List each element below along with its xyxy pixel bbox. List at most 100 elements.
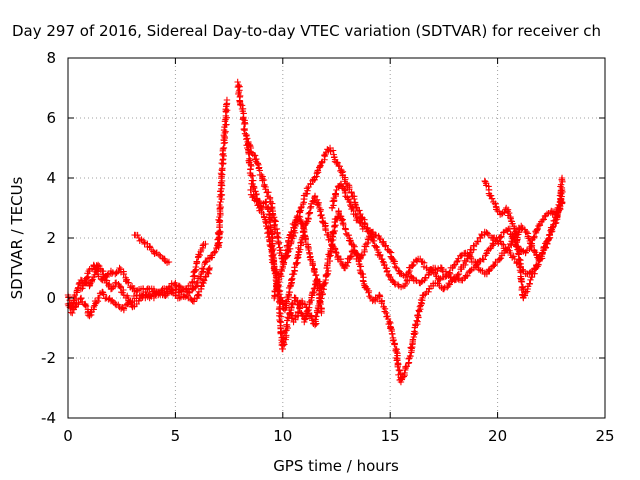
data-point-marker	[474, 261, 481, 268]
data-point-marker	[523, 228, 530, 236]
data-point-marker	[127, 298, 134, 305]
y-tick-label: 8	[46, 49, 56, 67]
data-point-marker	[474, 238, 482, 245]
data-point-marker	[400, 373, 408, 380]
data-point-marker	[87, 309, 94, 316]
data-point-marker	[381, 308, 388, 315]
data-point-marker	[311, 321, 319, 329]
data-point-marker	[75, 299, 82, 306]
data-point-marker	[260, 182, 268, 190]
x-tick-label: 25	[595, 427, 614, 445]
data-point-marker	[300, 223, 307, 231]
data-point-marker	[277, 330, 285, 337]
data-point-marker	[410, 261, 417, 268]
data-point-marker	[336, 163, 343, 170]
data-point-marker	[104, 271, 111, 279]
data-point-marker	[322, 227, 329, 234]
data-point-marker	[279, 345, 286, 353]
data-point-marker	[549, 224, 556, 232]
data-point-marker	[295, 309, 302, 317]
grid-lines	[68, 58, 605, 418]
data-point-marker	[334, 159, 341, 166]
data-point-marker	[290, 270, 298, 278]
data-point-marker	[282, 250, 290, 257]
data-point-marker	[139, 237, 147, 245]
data-point-marker	[329, 198, 336, 205]
data-point-marker	[314, 167, 322, 174]
data-point-marker	[357, 219, 365, 227]
data-point-marker	[332, 221, 339, 229]
data-point-marker	[387, 273, 394, 281]
data-point-marker	[376, 234, 383, 242]
data-point-marker	[488, 195, 496, 202]
data-point-marker	[382, 242, 389, 249]
data-point-marker	[134, 231, 141, 239]
data-point-marker	[314, 200, 321, 208]
data-point-marker	[369, 228, 377, 236]
data-point-marker	[284, 324, 291, 332]
data-point-marker	[491, 262, 498, 269]
data-point-marker	[218, 159, 225, 167]
data-point-marker	[284, 293, 291, 301]
data-point-marker	[533, 251, 540, 258]
data-point-marker	[512, 230, 519, 237]
data-point-marker	[341, 186, 348, 193]
data-point-marker	[496, 234, 503, 242]
data-point-marker	[287, 282, 294, 289]
data-point-marker	[294, 252, 302, 260]
data-point-marker	[462, 261, 469, 269]
data-point-marker	[309, 317, 316, 324]
data-point-marker	[312, 272, 319, 279]
data-point-marker	[271, 216, 278, 224]
data-point-marker	[84, 273, 92, 280]
data-point-marker	[77, 285, 85, 293]
data-point-marker	[414, 318, 421, 325]
data-point-marker	[497, 254, 505, 262]
data-point-marker	[531, 233, 538, 240]
data-point-marker	[407, 352, 414, 360]
data-point-marker	[347, 237, 354, 245]
data-point-marker	[343, 262, 350, 270]
data-point-marker	[198, 265, 206, 272]
data-point-marker	[558, 174, 566, 182]
data-point-marker	[306, 298, 313, 305]
data-point-marker	[349, 204, 356, 211]
data-point-marker	[518, 278, 525, 285]
data-point-marker	[376, 252, 384, 259]
data-point-marker	[356, 207, 363, 214]
data-point-marker	[202, 240, 209, 248]
data-point-marker	[498, 240, 506, 248]
data-point-marker	[296, 305, 303, 312]
data-point-marker	[446, 270, 454, 278]
data-point-marker	[272, 218, 279, 225]
data-point-marker	[275, 276, 283, 283]
data-point-marker	[130, 285, 138, 292]
data-point-marker	[558, 184, 566, 192]
data-point-marker	[205, 265, 212, 273]
data-point-marker	[200, 276, 208, 284]
data-point-marker	[542, 244, 550, 251]
data-point-marker	[272, 226, 279, 233]
data-point-marker	[329, 242, 336, 249]
data-point-marker	[176, 294, 183, 302]
data-point-marker	[217, 198, 224, 206]
data-point-marker	[557, 181, 565, 188]
data-point-marker	[297, 246, 304, 253]
data-point-marker	[358, 252, 365, 259]
data-point-marker	[350, 241, 357, 249]
data-point-marker	[90, 303, 97, 311]
data-point-marker	[484, 247, 491, 254]
data-point-marker	[487, 192, 495, 199]
data-point-marker	[297, 239, 304, 247]
data-point-marker	[482, 178, 489, 185]
data-point-marker	[333, 249, 340, 257]
data-point-marker	[112, 300, 119, 308]
data-point-marker	[299, 220, 306, 228]
data-point-marker	[489, 263, 497, 270]
data-point-marker	[168, 289, 176, 296]
data-point-marker	[206, 264, 213, 272]
data-point-marker	[223, 121, 230, 128]
data-point-marker	[125, 279, 132, 286]
data-point-marker	[258, 171, 265, 179]
data-point-marker	[496, 255, 503, 263]
